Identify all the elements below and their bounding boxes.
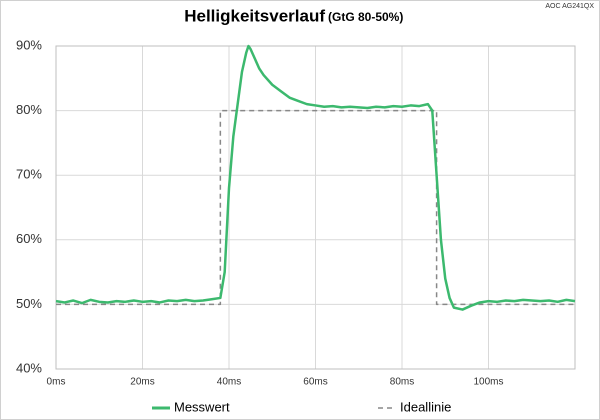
chart-subtitle: (GtG 80-50%) <box>328 10 403 24</box>
y-tick-label: 90% <box>16 37 42 52</box>
x-tick-label: 40ms <box>217 377 241 388</box>
x-tick-label: 0ms <box>47 377 66 388</box>
plot-frame <box>55 45 576 370</box>
annotation: AOC AG241QX <box>545 3 594 10</box>
legend-label: Ideallinie <box>400 399 451 414</box>
x-tick-label: 20ms <box>130 377 154 388</box>
chart-title: Helligkeitsverlauf <box>184 6 325 25</box>
y-tick-label: 60% <box>16 231 42 246</box>
legend-label: Messwert <box>174 399 230 414</box>
data-line <box>55 44 576 311</box>
y-tick-label: 50% <box>16 296 42 311</box>
x-tick-label: 60ms <box>303 377 327 388</box>
y-tick-label: 40% <box>16 360 42 375</box>
x-tick-label: 100ms <box>473 377 503 388</box>
y-tick-label: 80% <box>16 102 42 117</box>
x-tick-label: 80ms <box>390 377 414 388</box>
y-tick-label: 70% <box>16 167 42 182</box>
data-line <box>56 109 575 306</box>
